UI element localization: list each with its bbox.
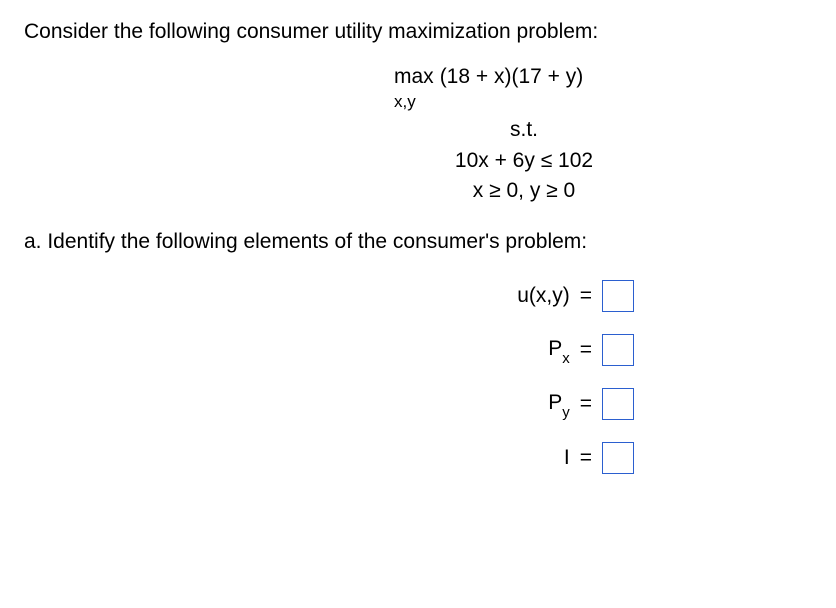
objective-line: max x,y (18 + x)(17 + y): [394, 62, 654, 115]
label-income-text: I: [564, 446, 570, 469]
equals-sign: =: [580, 392, 592, 416]
equals-sign: =: [580, 446, 592, 470]
answers-block: u(x,y) = Px = Py = I =: [394, 280, 654, 474]
nonneg-constraint: x ≥ 0, y ≥ 0: [394, 176, 654, 206]
label-px-p: P: [548, 337, 562, 360]
input-box-px[interactable]: [602, 334, 634, 366]
label-u: u(x,y): [480, 284, 570, 308]
max-word: max: [394, 62, 434, 92]
label-py: Py: [480, 391, 570, 418]
input-box-u[interactable]: [602, 280, 634, 312]
optimization-block: max x,y (18 + x)(17 + y) s.t. 10x + 6y ≤…: [394, 62, 654, 206]
max-vars: x,y: [394, 90, 416, 115]
objective-expression: (18 + x)(17 + y): [440, 62, 584, 92]
answer-row-income: I =: [414, 442, 634, 474]
answer-row-py: Py =: [414, 388, 634, 420]
answer-row-u: u(x,y) =: [414, 280, 634, 312]
equals-sign: =: [580, 338, 592, 362]
input-box-py[interactable]: [602, 388, 634, 420]
input-box-income[interactable]: [602, 442, 634, 474]
answer-row-px: Px =: [414, 334, 634, 366]
max-operator: max x,y: [394, 62, 434, 115]
part-a-prompt: a. Identify the following elements of th…: [24, 230, 812, 254]
label-py-p: P: [548, 391, 562, 414]
budget-constraint: 10x + 6y ≤ 102: [394, 146, 654, 176]
label-px: Px: [480, 337, 570, 364]
label-py-sub: y: [562, 404, 570, 421]
label-income: I: [480, 446, 570, 470]
label-u-text: u(x,y): [517, 284, 570, 307]
label-px-sub: x: [562, 350, 570, 367]
problem-intro: Consider the following consumer utility …: [24, 20, 812, 44]
equals-sign: =: [580, 284, 592, 308]
subject-to: s.t.: [394, 115, 654, 145]
